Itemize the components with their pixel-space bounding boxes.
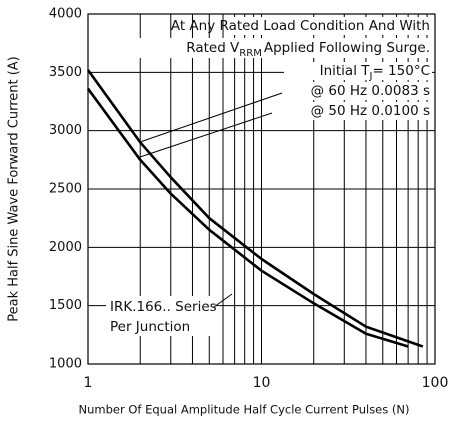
annotation: = 150°C [372, 63, 430, 79]
annotation-bg [284, 62, 432, 80]
annotation: IRK.166.. Series [110, 299, 217, 315]
annotation: Initial TJ= 150°C [320, 63, 430, 82]
y-tick-label: 1500 [49, 298, 82, 313]
leader-line [213, 293, 233, 308]
leader-line [139, 112, 273, 158]
leader-line [139, 92, 283, 143]
annotation-bg [106, 296, 216, 336]
y-tick-label: 3500 [49, 65, 82, 80]
annotation: Initial T [320, 63, 371, 79]
legend-label: @ 50 Hz 0.0100 s [311, 103, 430, 119]
y-tick-label: 4000 [49, 7, 82, 22]
x-tick-label: 1 [84, 375, 93, 391]
plot-frame [87, 13, 436, 365]
annotation-bg [282, 82, 432, 100]
series-line [86, 87, 409, 348]
x-tick-label: 10 [253, 375, 271, 391]
y-tick-label: 1000 [49, 357, 82, 372]
annotation: Rated V [186, 40, 240, 56]
annotation-bg [272, 102, 432, 120]
legend-label: @ 60 Hz 0.0083 s [311, 83, 430, 99]
annotation: Per Junction [110, 319, 190, 335]
annotation-sub: J [369, 71, 373, 82]
annotation-bg [228, 17, 432, 35]
x-axis-label: Number Of Equal Amplitude Half Cycle Cur… [79, 403, 410, 417]
y-tick-label: 2000 [49, 240, 82, 255]
y-tick-label: 2500 [49, 182, 82, 197]
annotation: At Any Rated Load Condition And With [171, 18, 430, 34]
annotation: Applied Following Surge. [264, 40, 430, 56]
series-line [86, 69, 424, 348]
annotation-bg [126, 38, 432, 58]
x-tick-label: 100 [422, 375, 449, 391]
lines [86, 69, 424, 348]
annotation: Rated VRRM Applied Following Surge. [186, 40, 430, 59]
y-axis-label: Peak Half Sine Wave Forward Current (A) [7, 56, 22, 322]
annotation-sub: RRM [239, 48, 262, 59]
y-tick-label: 3000 [49, 123, 82, 138]
